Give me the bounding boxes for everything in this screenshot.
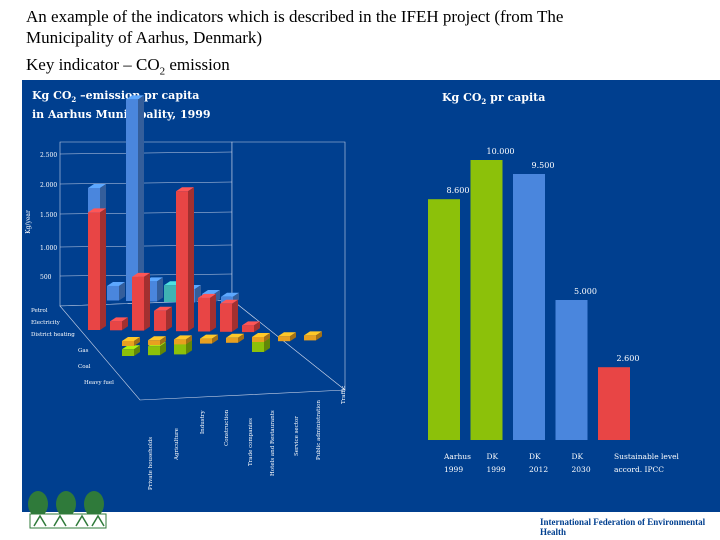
- bar3d-s3-c5: [252, 337, 264, 342]
- y-tick-label-0: 500: [40, 274, 52, 281]
- bar3d-s3-c3: [200, 338, 212, 344]
- y-axis-label: Kg/year: [25, 210, 32, 234]
- bar-value-label-3: 5.000: [574, 287, 597, 296]
- category-label-2: Industry: [200, 410, 206, 434]
- bar-value-label-4: 2.600: [617, 354, 640, 363]
- bar3d-s1-c3-side: [166, 306, 172, 331]
- bar3d-s3-c0-side: [134, 337, 140, 346]
- bar3d-s4-c5-side: [264, 337, 270, 352]
- bar3d-s4-c0-side: [134, 345, 140, 356]
- bar3d-s4-c2: [174, 343, 186, 355]
- series-label-4: Coal: [78, 364, 91, 370]
- right-chart-title: Kg CO2 pr capita: [442, 91, 546, 107]
- bar3d-s3-c0: [122, 341, 134, 346]
- bar3d-s2-c1: [107, 285, 119, 301]
- series-label-2: District heating: [31, 332, 75, 338]
- bar3d-s3-c6-side: [290, 332, 296, 342]
- bar-4: [598, 367, 630, 440]
- bar3d-s1-c0: [88, 212, 100, 330]
- bar3d-s2-c2-side: [138, 95, 144, 302]
- bar3d-s4-c1-side: [160, 342, 166, 356]
- y-tick-label-3: 2.000: [40, 182, 57, 189]
- bar3d-s1-c2-side: [144, 272, 150, 331]
- bar3d-s1-c0-side: [100, 208, 106, 330]
- bar3d-s3-c5-side: [264, 333, 270, 342]
- bar3d-s3-c4-side: [238, 333, 244, 343]
- slide-subtitle: Key indicator – CO2 emission: [26, 55, 230, 78]
- bar3d-s1-c7: [242, 325, 254, 333]
- bar3d-s2-c4: [164, 285, 176, 302]
- bar3d-s4-c0: [122, 349, 134, 356]
- category-label-3: Construction: [224, 409, 230, 446]
- bar3d-s1-c7-side: [254, 321, 260, 333]
- bar-year-label-0: 1999: [444, 465, 463, 474]
- slide-title: An example of the indicators which is de…: [26, 7, 564, 47]
- ifeh-logo-icon: [28, 491, 107, 529]
- bar3d-s1-c2: [132, 276, 144, 331]
- bar3d-s4-c1: [148, 346, 160, 356]
- bar3d-s1-c5-side: [210, 293, 216, 332]
- bar-value-label-0: 8.600: [447, 186, 470, 195]
- category-label-8: Traffic: [341, 386, 347, 404]
- bar3d-s1-c6-side: [232, 299, 238, 332]
- bar3d-s2-c1-side: [119, 281, 125, 301]
- left-chart-title: Kg CO2 –emission pr capita in Aarhus Mun…: [32, 89, 211, 122]
- bar3d-s4-c5: [252, 341, 264, 352]
- bar-3: [555, 300, 588, 440]
- gridline-4: [59, 151, 233, 155]
- y-tick-label-4: 2.500: [40, 152, 57, 159]
- bar-year-label-3: 2030: [572, 465, 591, 474]
- bar-category-label-0: Aarhus: [443, 452, 471, 461]
- category-label-0: Private households: [148, 437, 154, 490]
- bar3d-s1-c4: [176, 191, 188, 332]
- category-label-7: Public administration: [316, 400, 322, 460]
- bar3d-s2-c2: [126, 99, 138, 302]
- series-label-5: Heavy fuel: [84, 380, 114, 386]
- category-label-4: Trade companies: [248, 418, 254, 466]
- bar-2: [513, 174, 545, 440]
- bar3d-s3-c6: [278, 336, 290, 342]
- bar-year-label-1: 1999: [487, 465, 506, 474]
- bar3d-s3-c1: [148, 340, 160, 346]
- bar3d-s1-c5: [198, 297, 210, 332]
- bar3d-s3-c3-side: [212, 334, 218, 344]
- footer-bar: [0, 512, 720, 540]
- bar3d-s2-c3-side: [157, 277, 163, 302]
- bar3d-s1-c4-side: [188, 187, 194, 332]
- category-label-5: Hotels and Restaurants: [270, 410, 276, 476]
- bar-category-label-1: DK: [487, 452, 499, 461]
- bar3d-s1-c3: [154, 310, 166, 331]
- bar-value-label-2: 9.500: [532, 161, 555, 170]
- bar-category-label-3: DK: [572, 452, 584, 461]
- series-label-0: Petrol: [31, 308, 48, 314]
- bar3d-s3-c7-side: [316, 331, 322, 341]
- bar-0: [428, 199, 460, 440]
- series-label-1: Electricity: [31, 320, 61, 326]
- y-tick-label-2: 1.500: [40, 212, 57, 219]
- bar-category-label-4: Sustainable level: [614, 452, 680, 461]
- bar-year-label-4: accord. IPCC: [614, 465, 664, 474]
- bar-value-label-1: 10.000: [487, 147, 515, 156]
- bar3d-s3-c4: [226, 337, 238, 343]
- bar3d-s3-c2-side: [186, 335, 192, 345]
- bar3d-s1-c6: [220, 303, 232, 332]
- y-tick-label-1: 1.000: [40, 245, 57, 252]
- series-label-3: Gas: [78, 348, 89, 354]
- bar3d-s1-c1: [110, 321, 122, 331]
- category-label-6: Service sector: [294, 416, 300, 456]
- bar3d-s3-c1-side: [160, 336, 166, 346]
- bar-category-label-2: DK: [529, 452, 541, 461]
- gridline-3: [59, 181, 233, 185]
- bar3d-s1-c1-side: [122, 317, 128, 331]
- bar3d-s3-c7: [304, 335, 316, 341]
- footer-organization: International Federation of Environmenta…: [540, 517, 706, 537]
- bar-year-label-2: 2012: [529, 465, 548, 474]
- bar3d-s3-c2: [174, 339, 186, 345]
- category-label-1: Agriculture: [174, 428, 180, 461]
- bar-1: [470, 160, 503, 440]
